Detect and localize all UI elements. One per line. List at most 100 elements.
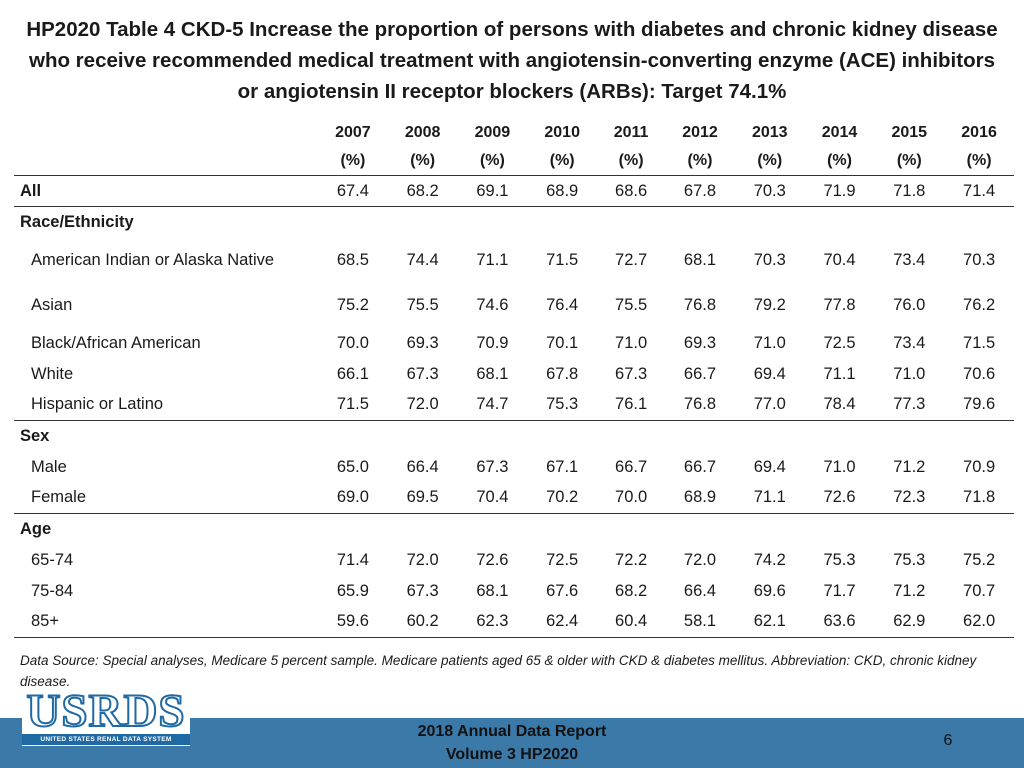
row-label: All [20,181,42,200]
cell-value: 62.1 [734,606,805,638]
cell-value: 77.0 [753,395,786,414]
year-header: 2009 [474,124,511,141]
data-source-note: Data Source: Special analyses, Medicare … [20,653,977,689]
cell-value: 75.3 [893,550,926,569]
cell-value: 71.4 [963,181,996,200]
cell-value: 75.3 [823,550,856,569]
year-header: 2013 [751,124,788,141]
group-label: Age [14,513,318,545]
cell-value: 74.6 [476,295,509,314]
group-label: Sex [14,420,318,452]
cell-value: 71.2 [893,457,926,476]
data-table: 2007 2008 2009 2010 2011 2012 2013 2014 … [14,119,1014,638]
cell-value: 71.9 [823,181,856,200]
cell-value: 67.8 [683,181,717,200]
row-label: Black/African American [31,333,201,352]
header-unit-row: (%) (%) (%) (%) (%) (%) (%) (%) (%) (%) [14,147,1014,176]
table-group-sex: Sex [14,420,1014,452]
page-title: HP2020 Table 4 CKD-5 Increase the propor… [26,18,998,103]
cell-value: 68.2 [406,181,439,200]
cell-value: 73.4 [893,333,926,352]
cell-value: 69.5 [406,488,439,507]
cell-value: 68.9 [683,488,717,507]
cell-value: 71.4 [336,550,369,569]
cell-value: 65.9 [336,581,369,600]
group-label: Race/Ethnicity [14,206,318,238]
cell-value: 69.3 [683,333,717,352]
unit-header: (%) [944,147,1014,176]
cell-value: 76.1 [615,395,648,414]
cell-value: 72.7 [615,250,648,269]
cell-value: 70.3 [753,250,786,269]
cell-value: 75.5 [615,295,648,314]
cell-value: 71.5 [963,333,996,352]
row-label: White [31,364,74,383]
cell-value: 71.1 [823,364,856,383]
cell-value: 71.5 [546,250,579,269]
unit-header: (%) [734,147,805,176]
year-header: 2016 [961,124,997,141]
cell-value: 68.9 [546,181,579,200]
year-header: 2007 [335,124,371,141]
cell-value: 67.3 [406,364,439,383]
cell-value: 79.6 [963,395,996,414]
report-line-1: 2018 Annual Data Report [417,723,607,740]
cell-value: 70.6 [963,364,996,383]
table-row: 75-84 65.9 67.3 68.1 67.6 68.2 66.4 69.6… [14,576,1014,607]
cell-value: 62.0 [944,606,1014,638]
unit-header: (%) [874,147,945,176]
table-row: Asian 75.2 75.5 74.6 76.4 75.5 76.8 79.2… [14,283,1014,328]
cell-value: 76.4 [546,295,579,314]
table-group-age: Age [14,513,1014,545]
cell-value: 67.3 [406,581,439,600]
cell-value: 75.3 [546,395,579,414]
cell-value: 72.0 [406,395,439,414]
cell-value: 71.8 [893,181,926,200]
cell-value: 60.4 [597,606,666,638]
cell-value: 70.0 [336,333,369,352]
cell-value: 71.0 [753,333,786,352]
cell-value: 77.3 [893,395,926,414]
table-row: American Indian or Alaska Native 68.5 74… [14,238,1014,283]
cell-value: 70.4 [823,250,856,269]
cell-value: 72.5 [823,333,856,352]
cell-value: 59.6 [318,606,388,638]
year-header: 2015 [891,124,928,141]
cell-value: 79.2 [753,295,786,314]
cell-value: 63.6 [804,606,875,638]
cell-value: 76.8 [683,295,717,314]
cell-value: 68.1 [476,581,509,600]
cell-value: 67.3 [476,457,509,476]
logo-subtext: UNITED STATES RENAL DATA SYSTEM [22,734,190,745]
cell-value: 66.7 [683,364,717,383]
cell-value: 71.1 [476,250,509,269]
report-line-2: Volume 3 HP2020 [445,746,579,763]
cell-value: 76.0 [893,295,926,314]
header-blank [14,119,318,147]
cell-value: 69.0 [336,488,369,507]
unit-header: (%) [318,147,388,176]
logo-text: USRDS [25,685,186,737]
cell-value: 67.8 [546,364,579,383]
unit-header: (%) [527,147,598,176]
cell-value: 72.6 [823,488,856,507]
table-row: Black/African American 70.0 69.3 70.9 70… [14,328,1014,359]
cell-value: 69.3 [406,333,439,352]
cell-value: 72.0 [406,550,439,569]
cell-value: 66.4 [683,581,717,600]
table-row: Hispanic or Latino 71.5 72.0 74.7 75.3 7… [14,390,1014,421]
table-row-all: All 67.4 68.2 69.1 68.9 68.6 67.8 70.3 7… [14,176,1014,207]
cell-value: 70.3 [753,181,786,200]
cell-value: 71.1 [753,488,786,507]
header-year-row: 2007 2008 2009 2010 2011 2012 2013 2014 … [14,119,1014,147]
cell-value: 58.1 [665,606,735,638]
cell-value: 75.5 [406,295,439,314]
cell-value: 71.8 [963,488,996,507]
header-blank [14,147,318,176]
cell-value: 67.4 [336,181,369,200]
usrds-logo: USRDS UNITED STATES RENAL DATA SYSTEM [22,685,190,746]
table-row: White 66.1 67.3 68.1 67.8 67.3 66.7 69.4… [14,359,1014,390]
year-header: 2011 [613,124,649,141]
cell-value: 62.3 [457,606,528,638]
year-header: 2012 [682,124,718,141]
